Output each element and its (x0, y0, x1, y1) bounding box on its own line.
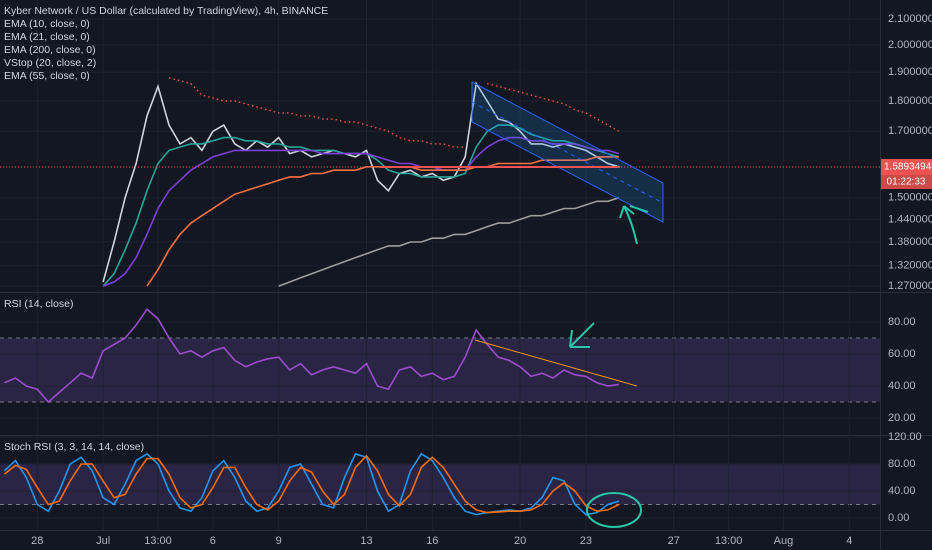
x-tick-label: 9 (276, 535, 282, 547)
y-tick-label: 0.00 (888, 512, 909, 524)
drawings (380, 81, 664, 528)
countdown-box (881, 175, 932, 190)
y-tick-label: 80.00 (888, 316, 916, 328)
highlight-circle (586, 492, 642, 528)
x-tick-label: 23 (580, 535, 592, 547)
legend-entry: VStop (20, close, 2) (4, 57, 96, 69)
legend-entry: EMA (55, close, 0) (4, 70, 90, 82)
y-tick-label: 1.70000000 (888, 125, 932, 137)
series-line (102, 136, 620, 287)
y-tick-label: 2.10000000 (888, 13, 932, 25)
legend-entry: EMA (21, close, 0) (4, 31, 90, 43)
y-tick-label: 1.44000000 (888, 213, 932, 225)
band (0, 464, 880, 505)
grid (0, 0, 880, 530)
y-tick-label: 60.00 (888, 348, 916, 360)
series-line (4, 308, 620, 404)
x-tick-label: 28 (31, 535, 43, 547)
legend-entry: RSI (14, close) (4, 298, 73, 310)
series-line (168, 77, 620, 148)
y-tick-label: 80.00 (888, 458, 916, 470)
y-tick-label: 20.00 (888, 412, 916, 424)
y-tick-label: 1.90000000 (888, 66, 932, 78)
y-tick-label: 1.50000000 (888, 192, 932, 204)
marks (0, 77, 880, 516)
y-tick-label: 2.00000000 (888, 39, 932, 51)
y-tick-label: 1.27000000 (888, 280, 932, 292)
pane-title: Kyber Network / US Dollar (calculated by… (4, 5, 328, 17)
x-tick-label: 13 (360, 535, 372, 547)
pane-title: Stoch RSI (3, 3, 14, 14, close) (4, 441, 144, 453)
price-label: 1.58934944 (884, 162, 932, 173)
x-tick-label: 27 (668, 535, 680, 547)
x-tick-label: 20 (514, 535, 526, 547)
y-tick-label: 120.00 (888, 431, 922, 443)
countdown: 01:22:33 (887, 177, 926, 188)
arrow (619, 205, 649, 245)
band (0, 337, 880, 403)
x-tick-label: 13:00 (144, 535, 172, 547)
y-tick-label: 1.32000000 (888, 260, 932, 272)
x-tick-label: 16 (426, 535, 438, 547)
y-tick-label: 1.80000000 (888, 95, 932, 107)
labels: 2.10000000 2.00000000 1.90000000 1.80000000… (4, 5, 932, 547)
legend-entry: EMA (200, close, 0) (4, 44, 96, 56)
x-tick-label: 6 (210, 535, 216, 547)
y-tick-label: 40.00 (888, 380, 916, 392)
x-tick-label: Aug (774, 535, 794, 547)
series-line (3, 454, 620, 514)
y-tick-label: 1.38000000 (888, 236, 932, 248)
y-tick-label: 40.00 (888, 485, 916, 497)
x-tick-label: Jul (96, 535, 110, 547)
series-line (278, 196, 620, 287)
legend-entry: EMA (10, close, 0) (4, 18, 90, 30)
x-tick-label: 4 (846, 535, 852, 547)
rsi-trendline (474, 339, 638, 387)
arrow (569, 322, 595, 348)
x-tick-label: 13:00 (715, 535, 743, 547)
price-label-box (881, 159, 932, 176)
